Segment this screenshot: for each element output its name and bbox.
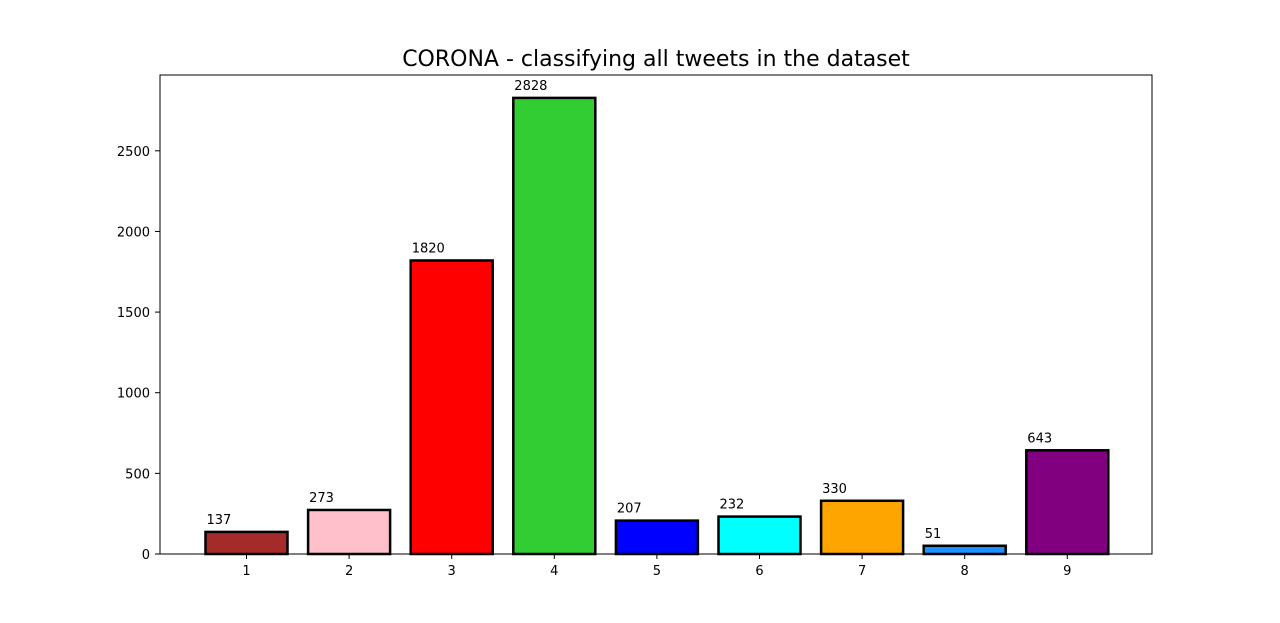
data-label-4: 2828 <box>514 79 547 94</box>
data-label-1: 137 <box>207 513 232 528</box>
x-tick-label-9: 9 <box>1063 564 1071 579</box>
bar-6 <box>717 515 802 556</box>
plot-frame <box>159 74 1153 555</box>
bar-9 <box>1025 449 1110 556</box>
bar-8 <box>922 544 1007 556</box>
chart-title: CORONA - classifying all tweets in the d… <box>402 47 910 72</box>
x-axis: 1 2 3 4 5 6 7 8 9 <box>242 554 1071 579</box>
data-label-7: 330 <box>822 482 847 497</box>
x-tick-label-7: 7 <box>858 564 866 579</box>
data-label-6: 232 <box>720 498 745 513</box>
data-label-2: 273 <box>309 491 334 506</box>
x-tick-label-6: 6 <box>755 564 763 579</box>
y-tick-label-1000: 1000 <box>117 387 150 402</box>
x-tick-label-8: 8 <box>961 564 969 579</box>
data-label-5: 207 <box>617 502 642 517</box>
y-tick-label-2000: 2000 <box>117 225 150 240</box>
x-tick-label-3: 3 <box>448 564 456 579</box>
bar-3 <box>409 259 494 556</box>
y-axis: 0 500 1000 1500 2000 2500 <box>117 145 160 563</box>
x-tick-label-1: 1 <box>242 564 250 579</box>
bar-1 <box>204 530 289 556</box>
bars-group <box>204 96 1110 556</box>
bar-5 <box>614 519 700 556</box>
bar-4 <box>512 96 597 556</box>
y-tick-label-2500: 2500 <box>117 145 150 160</box>
y-tick-label-0: 0 <box>142 548 150 563</box>
bar-7 <box>819 499 905 556</box>
x-tick-label-4: 4 <box>550 564 558 579</box>
data-label-3: 1820 <box>412 241 445 256</box>
x-tick-label-5: 5 <box>653 564 661 579</box>
y-tick-label-1500: 1500 <box>117 306 150 321</box>
data-labels-group: 137 273 1820 2828 207 232 330 51 643 <box>207 79 1053 542</box>
x-tick-label-2: 2 <box>345 564 353 579</box>
bar-2 <box>306 508 392 556</box>
data-label-9: 643 <box>1027 431 1052 446</box>
data-label-8: 51 <box>925 527 942 542</box>
y-tick-label-500: 500 <box>125 467 150 482</box>
